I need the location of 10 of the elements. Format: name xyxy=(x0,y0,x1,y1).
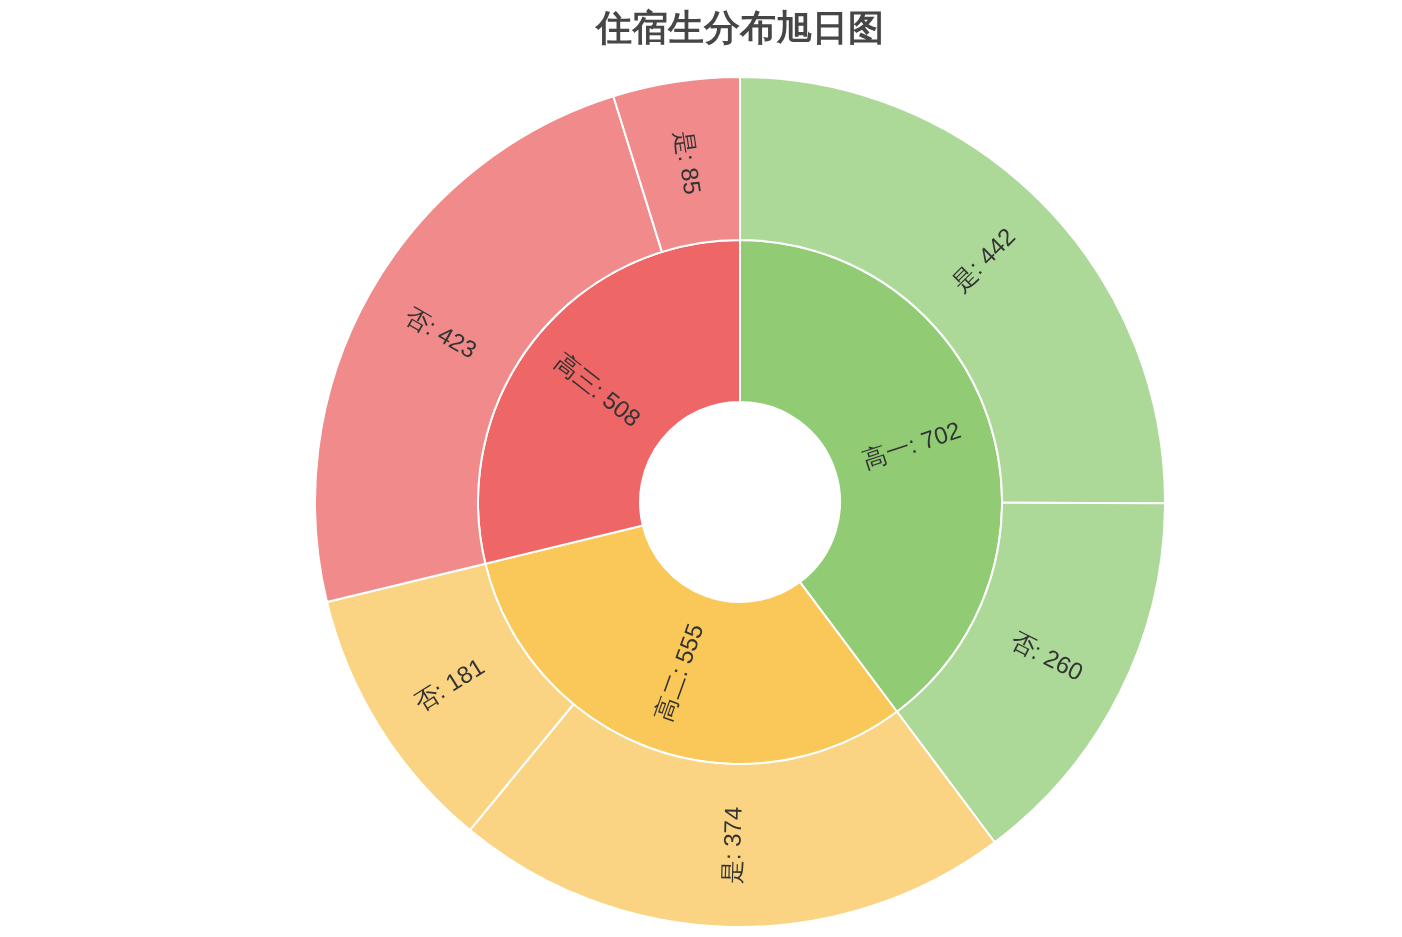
chart-title: 住宿生分布旭日图 xyxy=(594,7,884,48)
data-label: 高三: 508 xyxy=(549,348,646,433)
data-label: 高二: 555 xyxy=(648,620,709,725)
data-label: 高一: 702 xyxy=(859,416,965,474)
data-label: 是: 442 xyxy=(946,222,1021,297)
data-label: 是: 374 xyxy=(717,806,747,885)
data-label: 否: 181 xyxy=(408,652,489,717)
data-label: 否: 423 xyxy=(400,301,482,364)
data-label: 否: 260 xyxy=(1006,626,1088,686)
data-label: 是: 85 xyxy=(670,128,707,197)
